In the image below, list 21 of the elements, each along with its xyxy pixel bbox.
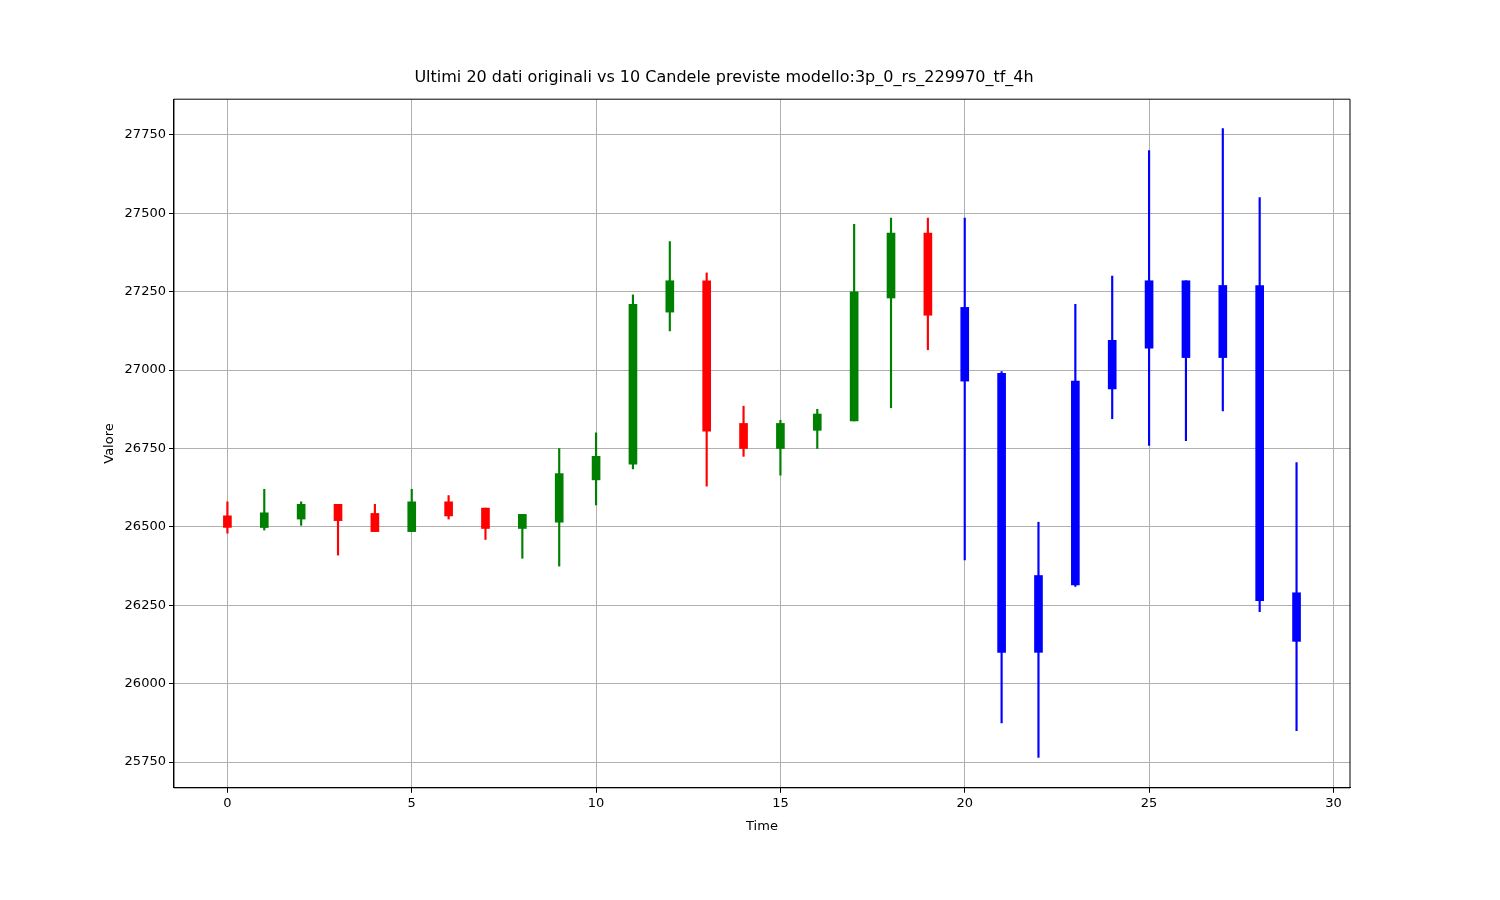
y-tick-label: 27250 — [124, 283, 166, 299]
x-axis-title: Time — [745, 817, 778, 833]
x-tick-label: 15 — [772, 794, 789, 810]
y-tick-label: 27500 — [124, 204, 166, 220]
x-tick-label: 25 — [1140, 794, 1158, 810]
x-tick-label: 5 — [407, 794, 416, 810]
y-tick-label: 26000 — [124, 675, 166, 691]
x-tick-label: 20 — [956, 794, 974, 810]
chart-title: Ultimi 20 dati originali vs 10 Candele previste modello:3p_0_rs_229970_tf_4h — [414, 66, 1034, 87]
candlestick — [1034, 521, 1043, 758]
y-tick-label: 26250 — [124, 596, 166, 612]
y-tick-label: 27000 — [124, 361, 166, 377]
y-tick-label: 26500 — [124, 518, 166, 534]
y-axis-title: Valore — [101, 423, 117, 464]
x-tick-label: 30 — [1325, 794, 1342, 810]
x-tick-label: 10 — [587, 794, 605, 810]
y-tick-label: 27750 — [124, 126, 166, 142]
x-tick-label: 0 — [223, 794, 232, 810]
candlestick — [1292, 462, 1301, 732]
y-tick-label: 25750 — [124, 753, 166, 769]
y-tick-label: 26750 — [124, 439, 166, 455]
